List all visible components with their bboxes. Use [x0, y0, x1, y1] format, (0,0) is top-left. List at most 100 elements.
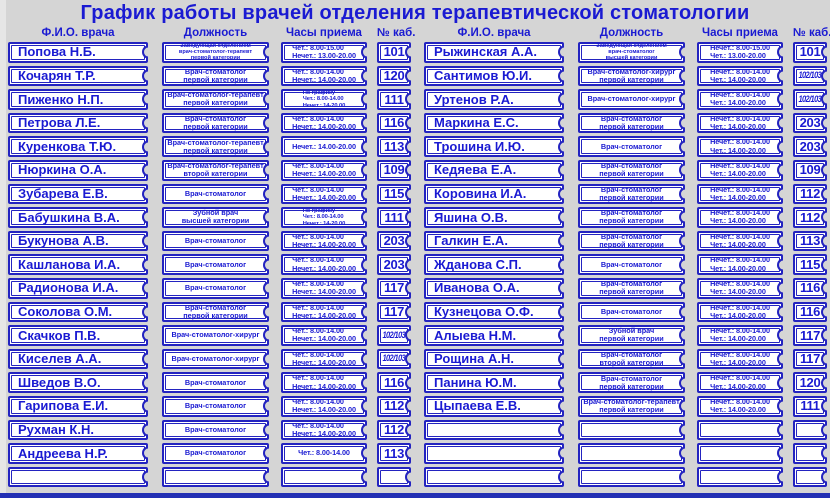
plate-notch-icon — [405, 423, 411, 437]
doctor-position: Зубной врач высшей категории — [181, 208, 250, 226]
schedule-columns: Ф.И.О. врача Должность Часы приема № каб… — [8, 27, 830, 488]
plate-notch-icon — [558, 305, 564, 319]
reception-hours-plate — [697, 419, 783, 441]
reception-hours: Нечет.: 8.00-14.00 Чет.: 14.00-20.00 — [710, 349, 770, 368]
doctor-name: Попова Н.Б. — [18, 44, 96, 60]
cabinet-number-plate: 111 — [377, 207, 411, 228]
plate-notch-icon — [263, 45, 269, 59]
reception-hours-plate: Нечет.: 8.00-14.00 Чет.: 14.00-20.00 — [697, 159, 783, 181]
plate-notch-icon — [821, 352, 827, 366]
reception-hours: Нечет.: 8.00-14.00 Чет.: 14.00-20.00 — [710, 373, 770, 391]
plate-notch-icon — [142, 446, 148, 460]
schedule-left-half: Ф.И.О. врача Должность Часы приема № каб… — [8, 27, 415, 488]
cabinet-number: 116 — [799, 304, 821, 319]
cabinet-number-plate: 117 — [377, 301, 411, 323]
reception-hours: По графику Чет.: 8.00-14.00 Нечет.: 14-2… — [302, 208, 346, 227]
plate-notch-icon — [777, 163, 783, 177]
doctor-row: Киселев А.А. Врач-стоматолог-хирург Чет.… — [8, 348, 411, 370]
plate-notch-icon — [263, 258, 269, 272]
plate-notch-icon — [777, 399, 783, 413]
cabinet-number: 102/103 — [798, 93, 822, 104]
cabinet-number-plate: 117 — [377, 277, 411, 299]
reception-hours: Нечет.: 8.00-14.00 Чет.: 14.00-20.00 — [710, 231, 770, 250]
plate-notch-icon — [558, 470, 564, 484]
doctor-row: Нюркина О.А. Врач-стоматолог-терапевт вт… — [8, 159, 411, 181]
doctor-name: Яшина О.В. — [434, 209, 508, 225]
reception-hours-plate: Нечет.: 8.00-14.00 Чет.: 14.00-20.00 — [697, 372, 783, 393]
doctor-name-plate: Андреева Н.Р. — [8, 443, 148, 464]
plate-notch-icon — [405, 234, 411, 248]
reception-hours: Чет.: 8.00-14.00 — [298, 448, 350, 458]
reception-hours-plate: Чет.: 8.00-14.00 Нечет.: 14.00-20.00 — [281, 301, 367, 323]
doctor-row: Уртенов Р.А. Врач-стоматолог-хирург Нече… — [424, 89, 827, 110]
plate-notch-icon — [777, 140, 783, 154]
plate-notch-icon — [679, 69, 685, 83]
doctor-name: Пиженко Н.П. — [18, 91, 104, 107]
doctor-position: Врач-стоматолог — [184, 448, 247, 458]
doctor-name-plate: Коровина И.А. — [424, 183, 564, 205]
plate-notch-icon — [142, 116, 148, 130]
doctor-name-plate — [424, 466, 564, 488]
cabinet-number: 102/103 — [798, 70, 822, 81]
doctor-row — [424, 443, 827, 464]
plate-notch-icon — [558, 399, 564, 413]
cabinet-number-plate: 112 — [377, 395, 411, 417]
cabinet-number: 116 — [383, 115, 405, 131]
plate-notch-icon — [558, 352, 564, 366]
doctor-row: Коровина И.А. Врач-стоматолог первой кат… — [424, 183, 827, 205]
doctor-name: Соколова О.М. — [18, 304, 113, 319]
doctor-position-plate: Врач-стоматолог-терапевт первой категори… — [162, 89, 269, 110]
plate-notch-icon — [821, 163, 827, 177]
reception-hours-plate: Чет.: 8.00-15.00 Нечет.: 13.00-20.00 — [281, 42, 367, 63]
plate-notch-icon — [679, 446, 685, 460]
plate-notch-icon — [142, 399, 148, 413]
doctor-name-plate: Бабушкина В.А. — [8, 207, 148, 228]
doctor-position-plate: Врач-стоматолог первой категории — [578, 230, 685, 252]
cabinet-number-plate: 116 — [377, 112, 411, 134]
doctor-name-plate: Петрова Л.Е. — [8, 112, 148, 134]
reception-hours-plate — [281, 466, 367, 488]
reception-hours: Чет.: 8.00-14.00 Нечет.: 14.00-20.00 — [292, 302, 356, 320]
cabinet-number: 112 — [799, 209, 821, 225]
doctor-position-plate: Врач-стоматолог — [578, 301, 685, 323]
plate-notch-icon — [777, 45, 783, 59]
plate-notch-icon — [679, 92, 685, 106]
doctor-row: Букунова А.В. Врач-стоматолог Чет.: 8.00… — [8, 230, 411, 252]
doctor-row: Панина Ю.М. Врач-стоматолог первой катег… — [424, 372, 827, 393]
plate-notch-icon — [142, 163, 148, 177]
doctor-position: Врач-стоматолог первой категории — [599, 184, 664, 202]
plate-notch-icon — [361, 92, 367, 106]
reception-hours: Чет.: 8.00-14.00 Нечет.: 14.00-20.00 — [292, 231, 356, 250]
plate-notch-icon — [821, 446, 827, 460]
doctor-row — [424, 466, 827, 488]
plate-notch-icon — [821, 234, 827, 248]
plate-notch-icon — [142, 187, 148, 201]
plate-notch-icon — [821, 399, 827, 413]
board-title: График работы врачей отделения терапевти… — [80, 2, 750, 24]
doctor-position-plate — [578, 466, 685, 488]
cabinet-number-plate: 111 — [377, 89, 411, 110]
reception-hours-plate: По графику Чет.: 8.00-14.00 Нечет.: 14-2… — [281, 89, 367, 110]
doctor-row: Жданова С.П. Врач-стоматолог Нечет.: 8.0… — [424, 254, 827, 275]
plate-notch-icon — [558, 69, 564, 83]
doctor-position: Врач-стоматолог второй категории — [599, 350, 664, 368]
doctor-position-plate — [162, 466, 269, 488]
reception-hours-plate: По графику Чет.: 8.00-14.00 Нечет.: 14-2… — [281, 207, 367, 228]
plate-notch-icon — [263, 92, 269, 106]
plate-notch-icon — [777, 187, 783, 201]
plate-notch-icon — [142, 328, 148, 342]
doctor-name: Нюркина О.А. — [18, 162, 107, 178]
plate-notch-icon — [361, 140, 367, 154]
reception-hours-plate: Нечет.: 8.00-14.00 Чет.: 14.00-20.00 — [697, 112, 783, 134]
plate-notch-icon — [558, 45, 564, 59]
doctor-position-plate: Врач-стоматолог — [162, 277, 269, 299]
doctor-row: Иванова О.А. Врач-стоматолог первой кате… — [424, 277, 827, 299]
cabinet-number-plate — [793, 419, 827, 441]
reception-hours-plate: Нечет.: 8.00-14.00 Чет.: 14.00-20.00 — [697, 65, 783, 87]
plate-notch-icon — [263, 163, 269, 177]
reception-hours-plate: Нечет.: 8.00-14.00 Чет.: 14.00-20.00 — [697, 348, 783, 370]
doctor-row — [8, 466, 411, 488]
reception-hours: Нечет.: 8.00-14.00 Чет.: 14.00-20.00 — [710, 326, 770, 344]
doctor-name-plate: Яшина О.В. — [424, 207, 564, 228]
doctor-name-plate: Панина Ю.М. — [424, 372, 564, 393]
